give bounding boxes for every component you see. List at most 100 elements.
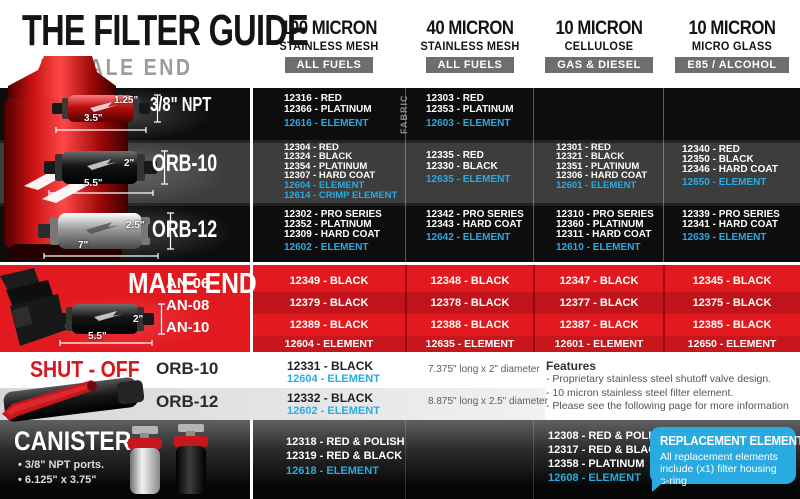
parts-cell: 12379 - BLACK [289,297,369,309]
dimension-label: 7" [78,240,89,251]
replacement-elements-callout: REPLACEMENT ELEMENTS All replacement ele… [650,427,800,487]
parts-cell: 12308 - RED & POLISH 12317 - RED & BLACK… [548,430,667,470]
elements-cell: 12602 - ELEMENT [287,405,380,417]
fuel-badge: GAS & DIESEL [545,57,653,73]
elements-cell: 12601 - ELEMENT [556,180,637,191]
column-divider [405,265,407,352]
column-divider [533,420,534,499]
parts-cell: 12301 - RED 12321 - BLACK 12351 - PLATIN… [556,142,648,182]
fuel-badge: E85 / ALCOHOL [675,57,789,73]
column-divider [663,88,664,262]
dimension-label: 2" [124,158,135,169]
size-note: 7.375" long x 2" diameter [428,364,540,375]
table-divider [250,88,253,352]
callout-title: REPLACEMENT ELEMENTS [660,434,800,448]
column-title: 100 MICRON [281,18,377,39]
callout-tail [652,480,666,492]
parts-cell: 12385 - BLACK [692,319,772,331]
dimension-label: 1.25" [114,95,139,106]
callout-line: All replacement elements [660,451,778,463]
row-label-orb12-shutoff: ORB-12 [156,392,219,411]
canister-bullets: • 3/8" NPT ports. • 6.125" x 3.75" [18,459,105,486]
male-filter-photo [56,303,165,346]
dimension-label: 2.5" [126,220,145,231]
parts-cell: 12345 - BLACK [692,275,772,287]
parts-cell: 12377 - BLACK [559,297,639,309]
elements-cell: 12603 - ELEMENT [426,118,511,129]
elements-cell: 12604 - ELEMENT [284,338,374,350]
size-note: 8.875" long x 2.5" diameter [428,396,548,407]
column-divider [533,88,534,262]
parts-cell: 12304 - RED 12324 - BLACK 12354 - PLATIN… [284,142,376,182]
canister-heading-text: CANISTER [14,426,132,456]
elements-cell: 12616 - ELEMENT [284,118,369,129]
table-divider [250,420,253,499]
elements-cell: 12602 - ELEMENT [284,242,369,253]
row-label-an06: AN-06 [166,275,210,292]
parts-cell: 12318 - RED & POLISH 12319 - RED & BLACK [286,436,405,462]
dimension-label: 5.5" [88,331,107,342]
column-header-100-micron: 100 MICRON STAINLESS MESH ALL FUELS [252,18,406,73]
row-label-an10: AN-10 [166,319,210,336]
column-subtitle: STAINLESS MESH [279,41,379,53]
row-label-text: ORB-10 [152,150,218,177]
parts-cell: 12388 - BLACK [430,319,510,331]
parts-cell: 12340 - RED 12350 - BLACK 12346 - HARD C… [682,144,778,175]
parts-cell: 12375 - BLACK [692,297,772,309]
parts-cell: 12332 - BLACK [287,391,374,405]
column-divider [663,265,665,352]
column-divider [533,265,535,352]
page-title-text: THE FILTER GUIDE [22,6,309,55]
shutoff-heading-text: SHUT - OFF [30,356,140,382]
elements-cell: 12650 - ELEMENT [682,177,767,188]
elements-cell: 12604 - ELEMENT 12614 - CRIMP ELEMENT [284,180,398,201]
column-divider [405,420,406,499]
row-label-orb12: ORB-12 [152,216,240,244]
elements-cell: 12642 - ELEMENT [426,232,511,243]
page-title: THE FILTER GUIDE [22,6,409,56]
elements-cell: 12604 - ELEMENT [287,373,380,385]
parts-cell: 12335 - RED 12330 - BLACK [426,150,498,172]
fabric-note: FABRIC [399,94,409,135]
parts-cell: 12387 - BLACK [559,319,639,331]
callout-line: include (x1) filter housing o-ring [660,463,777,487]
parts-cell: 12331 - BLACK [287,359,374,373]
parts-cell: 12303 - RED 12353 - PLATINUM [426,93,514,115]
parts-cell: 12342 - PRO SERIES 12343 - HARD COAT [426,209,524,230]
canister-photos [128,424,208,494]
features-list: - Proprietary stainless steel shutoff va… [546,373,789,412]
row-label-text: ORB-12 [152,216,218,243]
fuel-badge: ALL FUELS [425,57,515,73]
parts-cell: 12389 - BLACK [289,319,369,331]
row-label-npt: 3/8" NPT [150,94,233,117]
column-divider [405,88,406,262]
row-label-text: 3/8" NPT [150,94,212,116]
parts-cell: 12347 - BLACK [559,275,639,287]
column-header-10-micron-cellulose: 10 MICRON CELLULOSE GAS & DIESEL [534,18,664,73]
fuel-badge: ALL FUELS [284,57,374,73]
elements-cell: 12635 - ELEMENT [425,338,515,350]
elements-cell: 12610 - ELEMENT [556,242,641,253]
row-label-orb10: ORB-10 [152,150,240,178]
male-end-heading-text: MALE END [128,268,257,300]
shutoff-heading: SHUT - OFF [30,356,159,383]
parts-cell: 12316 - RED 12366 - PLATINUM [284,93,372,115]
row-label-orb10-shutoff: ORB-10 [156,359,219,378]
column-subtitle: MICRO GLASS [691,41,773,53]
male-end-heading: MALE END [128,268,279,301]
dimension-label: 3.5" [84,113,103,124]
npt-filter-photo [52,94,161,133]
column-title: 40 MICRON [426,18,514,39]
orb12-filter-photo [38,212,174,259]
column-subtitle: CELLULOSE [564,41,634,53]
parts-cell: 12378 - BLACK [430,297,510,309]
parts-cell: 12349 - BLACK [289,275,369,287]
elements-cell: 12608 - ELEMENT [548,472,641,484]
male-fitting-photo [0,268,66,346]
column-title: 10 MICRON [688,18,776,39]
parts-cell: 12310 - PRO SERIES 12360 - PLATINUM 1231… [556,209,654,240]
row-label-an08: AN-08 [166,297,210,314]
elements-cell: 12650 - ELEMENT [687,338,777,350]
parts-cell: 12339 - PRO SERIES 12341 - HARD COAT [682,209,780,230]
